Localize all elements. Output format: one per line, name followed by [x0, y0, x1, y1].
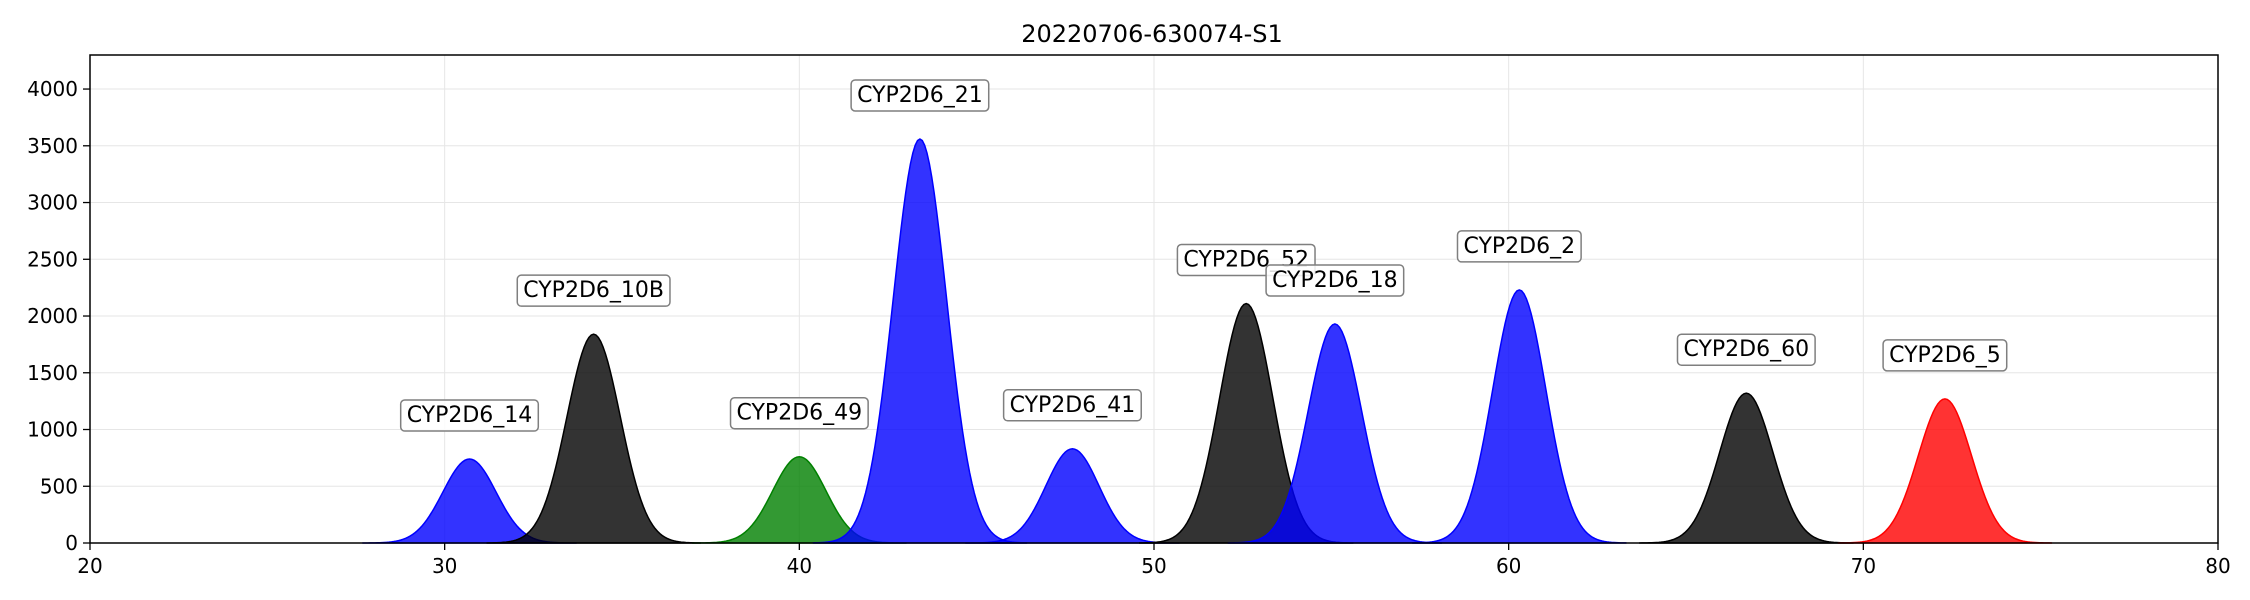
peak-label-box [1002, 389, 1142, 422]
peak-label-text: CYP2D6_41 [1010, 393, 1136, 418]
peak-label-text: CYP2D6_10B [523, 278, 664, 303]
peak-label-text: CYP2D6_2 [1463, 234, 1575, 259]
peak-label-box [729, 396, 869, 430]
x-tick-label: 80 [2205, 554, 2230, 578]
peak-cyp2d6-10b [486, 333, 701, 544]
peak-label-text: CYP2D6_49 [737, 401, 863, 426]
y-tick-label: 500 [40, 474, 78, 498]
peak-label-cyp2d6-5: CYP2D6_5 [1882, 339, 2008, 372]
peak-label-text: CYP2D6_21 [857, 83, 983, 108]
peak-label-text: CYP2D6_14 [407, 403, 533, 428]
peak-label-box [1265, 264, 1405, 297]
peak-label-box [1882, 339, 2008, 372]
y-tick-label: 3500 [27, 134, 78, 158]
chart-title: 20220706-630074-S1 [1021, 20, 1283, 48]
y-tick-label: 3000 [27, 191, 78, 215]
peak-label-cyp2d6-18: CYP2D6_18 [1265, 264, 1405, 297]
peak-cyp2d6-21 [812, 138, 1028, 544]
peak-label-cyp2d6-10b: CYP2D6_10B [516, 274, 671, 307]
peak-label-box [399, 399, 540, 432]
peak-areas [362, 138, 2053, 544]
y-tick-label: 1500 [27, 361, 78, 385]
peak-label-cyp2d6-41: CYP2D6_41 [1002, 389, 1142, 422]
peak-label-box [1676, 333, 1816, 366]
peak-label-cyp2d6-49: CYP2D6_49 [729, 396, 869, 430]
peak-cyp2d6-41 [965, 448, 1180, 544]
peak-label-text: CYP2D6_18 [1272, 268, 1398, 293]
x-tick-label: 30 [432, 554, 457, 578]
y-tick-label: 4000 [27, 77, 78, 101]
peak-label-cyp2d6-14: CYP2D6_14 [399, 399, 540, 432]
y-tick-label: 1000 [27, 418, 78, 442]
peak-cyp2d6-2 [1412, 289, 1627, 544]
y-tick-label: 0 [65, 531, 78, 555]
peak-labels: CYP2D6_14 CYP2D6_10B CYP2D6_49 CYP2D6_21 CYP… [399, 79, 2008, 432]
grid-layer [89, 55, 2219, 544]
x-tick-label: 70 [1851, 554, 1876, 578]
peak-cyp2d6-5 [1837, 398, 2053, 544]
peak-label-box [516, 274, 671, 307]
peak-cyp2d6-60 [1639, 392, 1854, 544]
x-tick-label: 20 [77, 554, 102, 578]
peak-label-cyp2d6-21: CYP2D6_21 [850, 79, 990, 112]
y-tick-label: 2500 [27, 247, 78, 271]
x-tick-label: 40 [787, 554, 812, 578]
peak-label-cyp2d6-60: CYP2D6_60 [1676, 333, 1816, 366]
peak-label-cyp2d6-2: CYP2D6_2 [1456, 230, 1582, 263]
peak-label-text: CYP2D6_5 [1889, 343, 2001, 368]
axis-ticks: 20 30 40 50 60 70 80 0 500 1000 1500 2000 2500 3000 35… [27, 77, 2231, 578]
x-tick-label: 60 [1496, 554, 1521, 578]
peak-label-box [1456, 230, 1582, 263]
peak-label-text: CYP2D6_60 [1683, 337, 1809, 362]
peak-label-box [850, 79, 990, 112]
peak-cyp2d6-18 [1227, 323, 1443, 544]
x-tick-label: 50 [1141, 554, 1166, 578]
y-tick-label: 2000 [27, 304, 78, 328]
